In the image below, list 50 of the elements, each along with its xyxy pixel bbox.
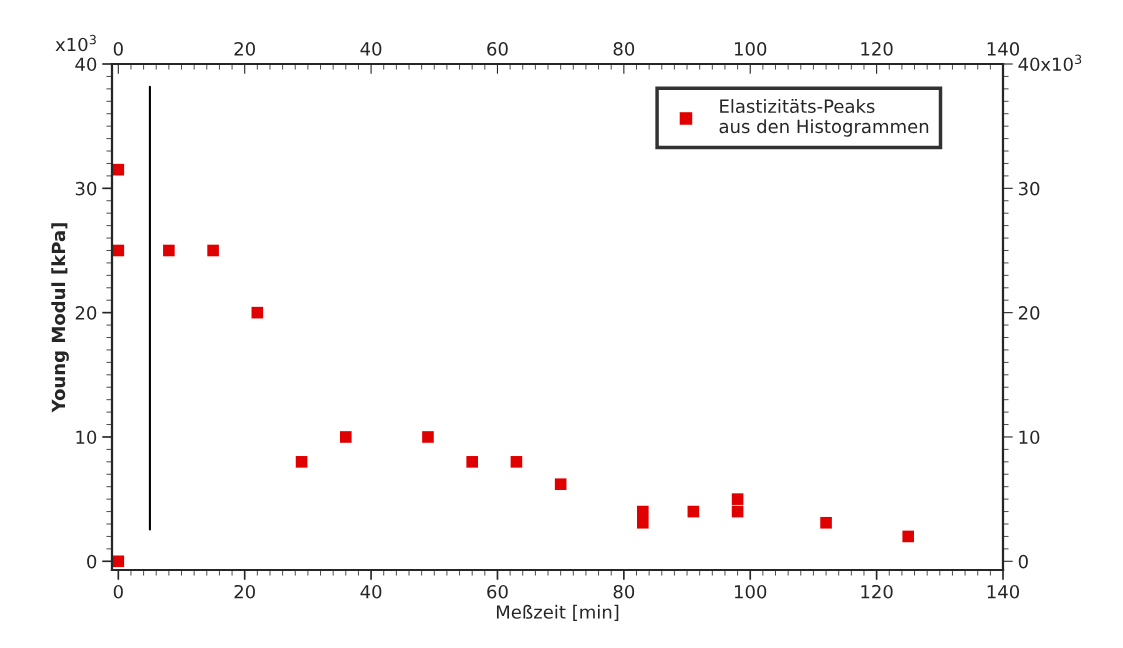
x-tick-label: 120 xyxy=(861,41,893,56)
x2-tick-label: 140 xyxy=(987,584,1020,599)
y2-tick-label: 40 xyxy=(1018,57,1040,72)
x2-tick-label: 120 xyxy=(861,584,893,599)
point xyxy=(295,456,308,468)
point xyxy=(637,516,649,529)
point xyxy=(251,306,264,319)
x-tick-label: 140 xyxy=(987,41,1020,56)
x2-tick-label: 20 xyxy=(234,584,255,599)
point xyxy=(510,456,523,468)
x-tick-label: 60 xyxy=(487,41,508,56)
point xyxy=(466,456,478,468)
text: x10$^{3}$ xyxy=(55,34,96,52)
x2-tick-label: 0 xyxy=(113,584,123,599)
x2-tick-label: 80 xyxy=(613,584,635,599)
y-tick-label: 30 xyxy=(75,181,97,196)
y-axis-title: Young Modul [kPa] xyxy=(51,223,69,413)
point xyxy=(112,163,125,176)
y-tick-label: 40 xyxy=(75,57,97,72)
text: x10$^{3}$ xyxy=(1040,54,1082,72)
x-axis-title: Meßzeit [min] xyxy=(496,604,619,621)
x2-tick-label: 40 xyxy=(360,584,382,599)
point xyxy=(340,431,352,443)
x-tick-label: 20 xyxy=(234,41,255,56)
point xyxy=(820,516,832,529)
x-tick-label: 100 xyxy=(734,41,767,56)
point xyxy=(687,505,700,518)
point xyxy=(112,244,125,257)
x-tick-label: 40 xyxy=(360,41,382,56)
y2-tick-label: 30 xyxy=(1018,181,1040,196)
y-tick-label: 10 xyxy=(76,430,97,445)
point xyxy=(731,505,744,518)
point xyxy=(112,555,125,568)
point xyxy=(163,244,175,257)
point xyxy=(422,431,434,443)
x2-tick-label: 100 xyxy=(734,584,767,599)
y-tick-label: 20 xyxy=(75,306,97,320)
point xyxy=(902,530,915,543)
point xyxy=(731,493,744,505)
point xyxy=(207,244,219,257)
x-tick-label: 80 xyxy=(613,41,635,56)
point xyxy=(554,478,567,491)
legend-label: Elastizitäts-Peaks aus den Histogrammen xyxy=(719,99,929,137)
x2-tick-label: 60 xyxy=(487,584,508,599)
y-tick-label: 0 xyxy=(87,554,97,569)
point xyxy=(637,505,649,518)
y2-tick-label: 10 xyxy=(1019,430,1040,445)
x-tick-label: 0 xyxy=(113,41,123,56)
y2-tick-label: 20 xyxy=(1018,306,1040,320)
y2-tick-label: 0 xyxy=(1018,554,1028,569)
